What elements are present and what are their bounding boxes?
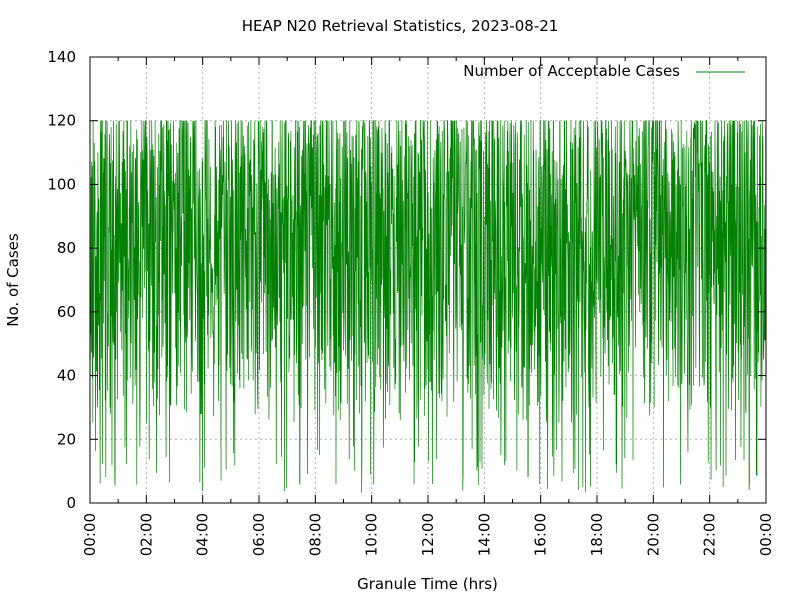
y-tick-label: 20 — [57, 430, 76, 448]
y-tick-label: 100 — [47, 175, 76, 193]
y-tick-label: 120 — [47, 112, 76, 130]
x-tick-label: 14:00 — [475, 513, 493, 556]
x-tick-label: 02:00 — [137, 513, 155, 556]
y-tick-label: 60 — [57, 303, 76, 321]
x-tick-label: 16:00 — [532, 513, 550, 556]
x-tick-label: 00:00 — [757, 513, 775, 556]
y-tick-label: 0 — [66, 494, 76, 512]
series-line — [89, 120, 767, 493]
x-tick-label: 18:00 — [588, 513, 606, 556]
x-tick-label: 04:00 — [194, 513, 212, 556]
x-axis-label: Granule Time (hrs) — [357, 575, 498, 593]
x-tick-label: 00:00 — [81, 513, 99, 556]
y-tick-labels: 0 20 40 60 80 100 120 140 — [47, 48, 76, 512]
x-tick-label: 20:00 — [644, 513, 662, 556]
y-tick-label: 80 — [57, 239, 76, 257]
x-tick-label: 10:00 — [363, 513, 381, 556]
x-tick-label: 22:00 — [701, 513, 719, 556]
legend-entry-label: Number of Acceptable Cases — [463, 62, 680, 80]
y-tick-label: 40 — [57, 367, 76, 385]
x-tick-label: 08:00 — [306, 513, 324, 556]
series-acceptable-cases — [89, 120, 767, 493]
y-tick-label: 140 — [47, 48, 76, 66]
axis-ticks — [89, 56, 767, 504]
chart-title: HEAP N20 Retrieval Statistics, 2023-08-2… — [241, 17, 559, 35]
x-tick-label: 12:00 — [419, 513, 437, 556]
x-tick-labels: 00:00 02:00 04:00 06:00 08:00 10:00 12:00 14:00… — [81, 513, 775, 556]
x-tick-label: 06:00 — [250, 513, 268, 556]
